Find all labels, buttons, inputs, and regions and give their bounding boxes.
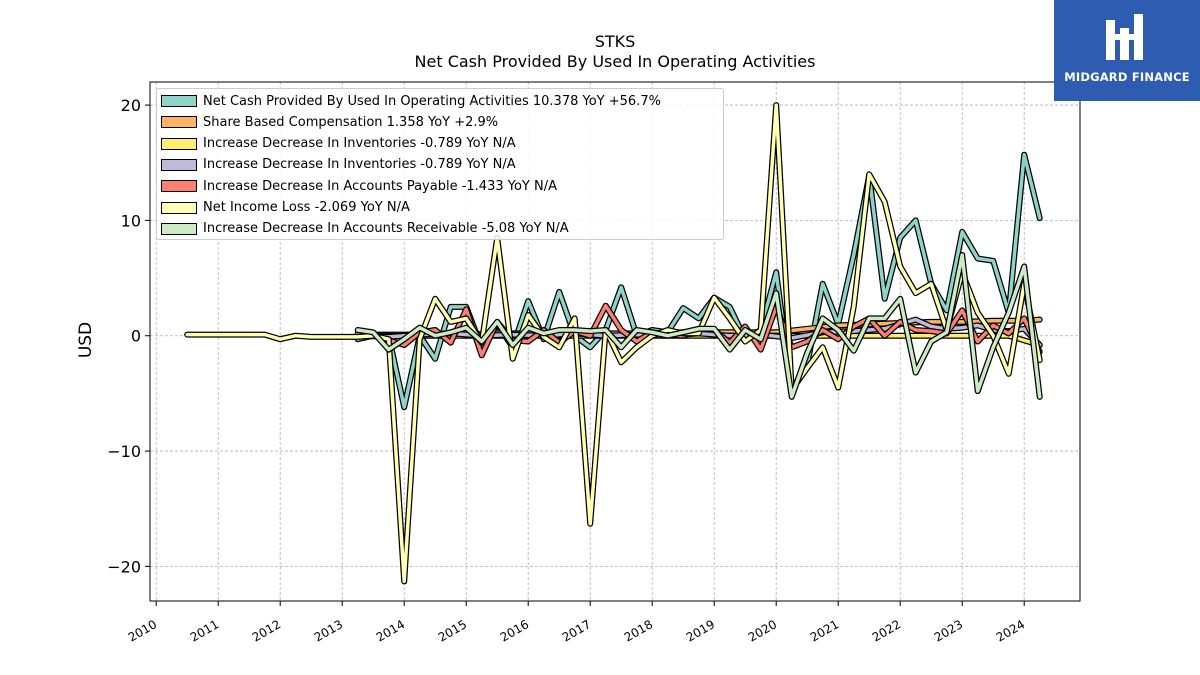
axes-frame — [149, 81, 1081, 602]
legend-label: Net Cash Provided By Used In Operating A… — [203, 93, 661, 109]
x-tick-label: 2021 — [808, 617, 841, 644]
chart-title: STKS — [594, 32, 636, 51]
legend: Net Cash Provided By Used In Operating A… — [156, 88, 724, 240]
series-lines — [184, 102, 1043, 585]
x-tick-label: 2017 — [560, 617, 593, 644]
x-tick-label: 2014 — [374, 617, 407, 644]
x-tick-label: 2010 — [126, 617, 159, 644]
legend-item: Increase Decrease In Accounts Receivable… — [161, 219, 569, 239]
legend-label: Increase Decrease In Inventories -0.789 … — [203, 136, 516, 152]
y-tick-label: −10 — [107, 442, 141, 461]
legend-swatch — [161, 222, 197, 235]
x-tick-label: 2024 — [994, 617, 1027, 644]
legend-swatch — [161, 137, 197, 150]
legend-item: Net Income Loss -2.069 YoY N/A — [161, 198, 410, 218]
legend-swatch — [161, 201, 197, 214]
legend-label: Share Based Compensation 1.358 YoY +2.9% — [203, 114, 499, 130]
legend-item: Increase Decrease In Inventories -0.789 … — [161, 155, 516, 175]
midgard-finance-logo: MIDGARD FINANCE — [1054, 0, 1200, 101]
y-tick-label: 20 — [121, 96, 141, 115]
y-axis-label: USD — [76, 321, 96, 359]
legend-swatch — [161, 158, 197, 171]
legend-label: Increase Decrease In Accounts Receivable… — [203, 221, 569, 237]
legend-item: Increase Decrease In Accounts Payable -1… — [161, 176, 557, 196]
y-tick-label: 10 — [121, 211, 141, 230]
x-tick-label: 2023 — [932, 617, 965, 644]
x-tick-label: 2022 — [870, 617, 903, 644]
legend-label: Increase Decrease In Inventories -0.789 … — [203, 157, 516, 173]
x-tick-label: 2020 — [746, 617, 779, 644]
logo-mark-icon — [1106, 14, 1143, 60]
series-6 — [354, 252, 1043, 400]
x-tick-label: 2011 — [188, 617, 221, 644]
legend-label: Increase Decrease In Accounts Payable -1… — [203, 178, 557, 194]
legend-label: Net Income Loss -2.069 YoY N/A — [203, 200, 410, 215]
logo-text: MIDGARD FINANCE — [1064, 70, 1190, 84]
x-tick-label: 2013 — [312, 617, 345, 644]
legend-item: Net Cash Provided By Used In Operating A… — [161, 91, 661, 111]
series-5 — [184, 102, 1043, 585]
legend-swatch — [161, 180, 197, 193]
legend-item: Share Based Compensation 1.358 YoY +2.9% — [161, 112, 498, 132]
x-tick-label: 2019 — [684, 617, 717, 644]
legend-swatch — [161, 116, 197, 129]
series-line — [355, 253, 1042, 399]
legend-swatch — [161, 95, 197, 107]
x-tick-label: 2016 — [498, 617, 531, 644]
chart-subtitle: Net Cash Provided By Used In Operating A… — [414, 52, 816, 71]
legend-item: Increase Decrease In Inventories -0.789 … — [161, 134, 516, 154]
x-tick-label: 2018 — [622, 617, 655, 644]
x-tick-label: 2015 — [436, 617, 469, 644]
y-tick-label: 0 — [131, 327, 141, 346]
x-tick-label: 2012 — [250, 617, 283, 644]
y-tick-label: −20 — [107, 557, 141, 576]
series-line — [185, 103, 1042, 584]
